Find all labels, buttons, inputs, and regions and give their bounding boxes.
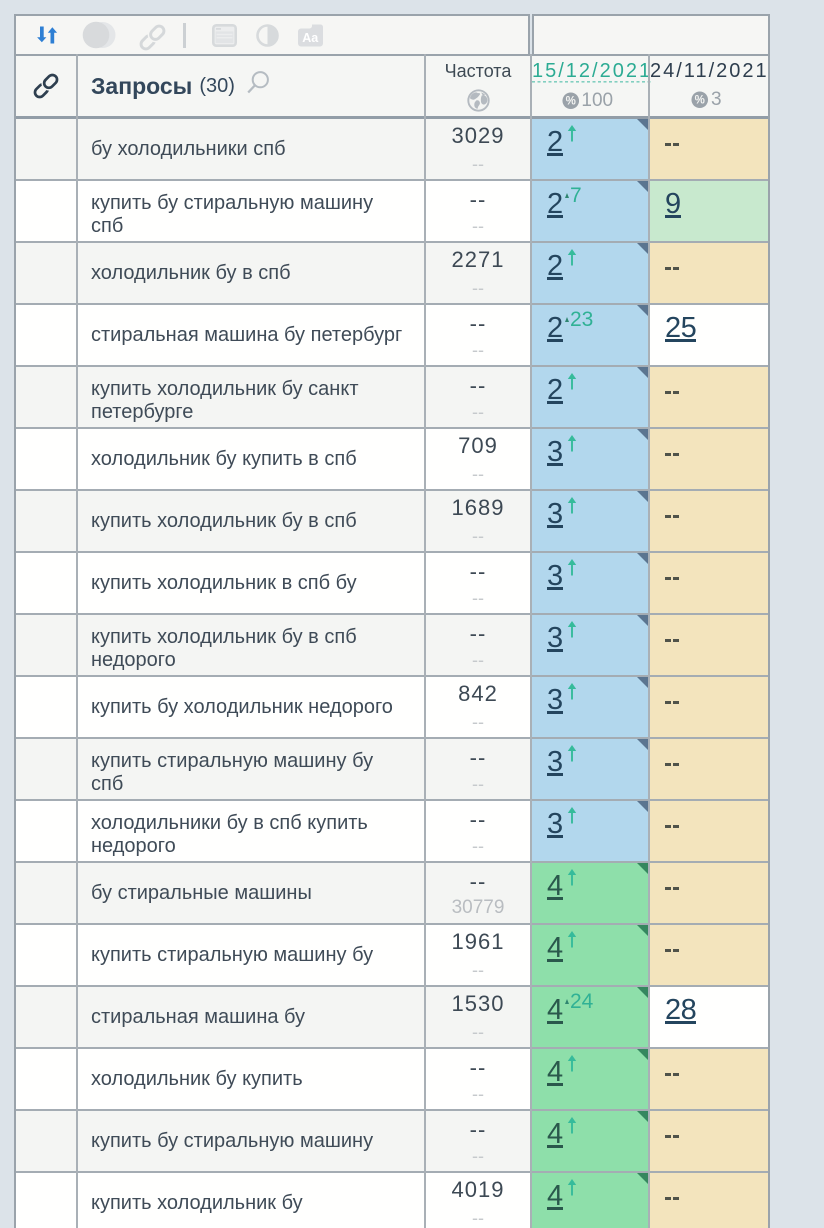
svg-text:%: % bbox=[566, 96, 576, 108]
svg-text:Aa: Aa bbox=[302, 31, 319, 45]
svg-text:%: % bbox=[695, 95, 705, 107]
